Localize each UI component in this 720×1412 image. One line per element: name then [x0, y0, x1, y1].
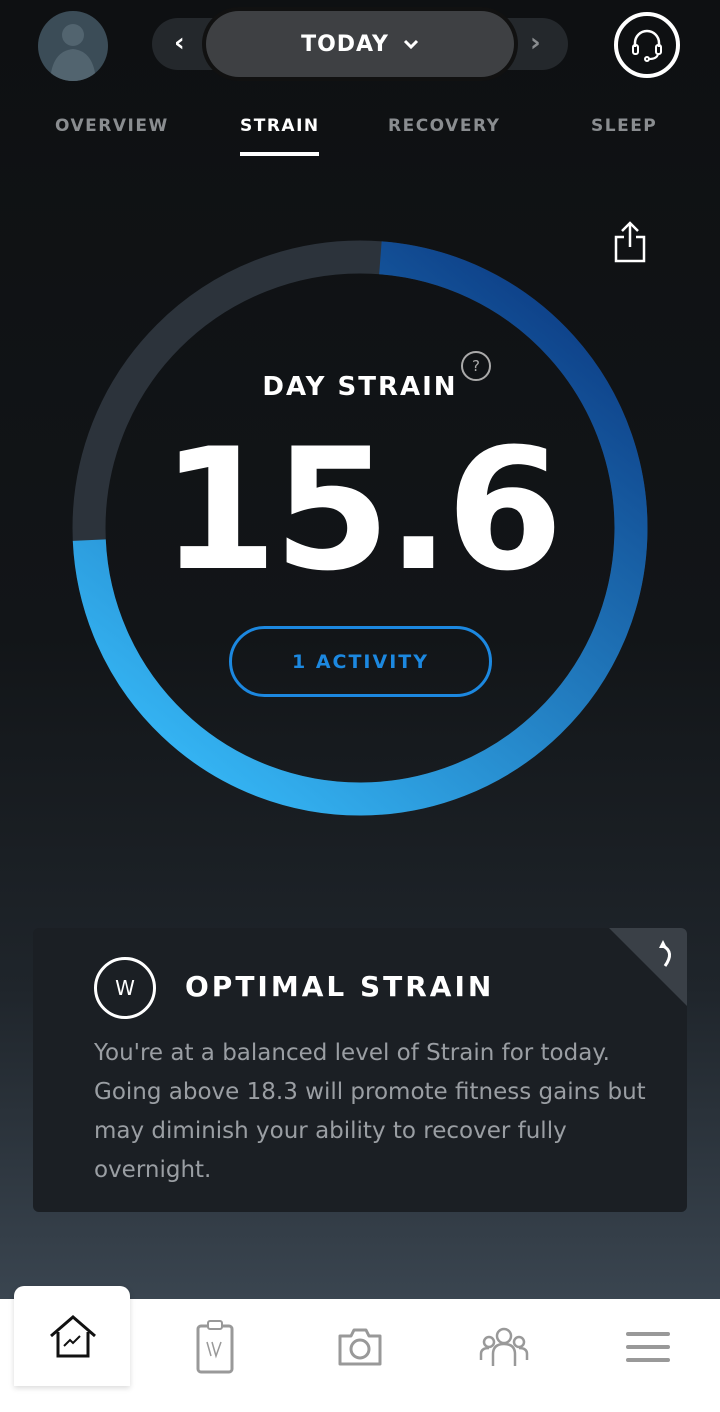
chevron-right-icon[interactable]: › — [530, 28, 541, 58]
flip-card-icon[interactable] — [655, 936, 679, 970]
card-title: OPTIMAL STRAIN — [185, 970, 495, 1003]
help-icon[interactable]: ? — [461, 351, 491, 381]
strain-gauge — [72, 240, 648, 816]
tab-recovery[interactable]: RECOVERY — [388, 116, 501, 136]
chevron-left-icon[interactable]: ‹ — [174, 28, 185, 58]
whoop-logo-icon: W — [94, 957, 156, 1019]
gauge-fill — [72, 241, 648, 816]
activity-button[interactable]: 1 ACTIVITY — [229, 626, 492, 697]
card-body: You're at a balanced level of Strain for… — [94, 1040, 646, 1183]
camera-icon[interactable] — [336, 1326, 384, 1368]
optimal-strain-card: W OPTIMAL STRAIN You're at a balanced le… — [33, 928, 687, 1212]
clipboard-icon[interactable] — [195, 1318, 235, 1374]
tab-strain[interactable]: STRAIN — [240, 116, 320, 136]
card-corner — [609, 928, 687, 1006]
active-tab-indicator — [240, 152, 319, 156]
date-label: TODAY — [301, 31, 389, 57]
home-chart-icon — [50, 1315, 96, 1358]
share-button[interactable] — [612, 220, 648, 268]
menu-icon[interactable] — [626, 1330, 670, 1364]
support-button[interactable] — [614, 12, 680, 78]
strain-score: 15.6 — [160, 412, 564, 608]
chevron-down-icon — [403, 39, 418, 49]
avatar[interactable] — [38, 11, 108, 81]
day-strain-title: DAY STRAIN — [262, 372, 458, 402]
team-icon[interactable] — [478, 1326, 530, 1368]
tab-sleep[interactable]: SLEEP — [591, 116, 658, 136]
user-silhouette-icon — [50, 24, 96, 81]
headset-icon — [632, 29, 662, 62]
logo-letter: W — [115, 976, 135, 1000]
share-icon — [614, 221, 646, 263]
date-dropdown[interactable]: TODAY — [206, 11, 514, 77]
nav-home[interactable] — [14, 1286, 130, 1386]
tab-overview[interactable]: OVERVIEW — [55, 116, 169, 136]
